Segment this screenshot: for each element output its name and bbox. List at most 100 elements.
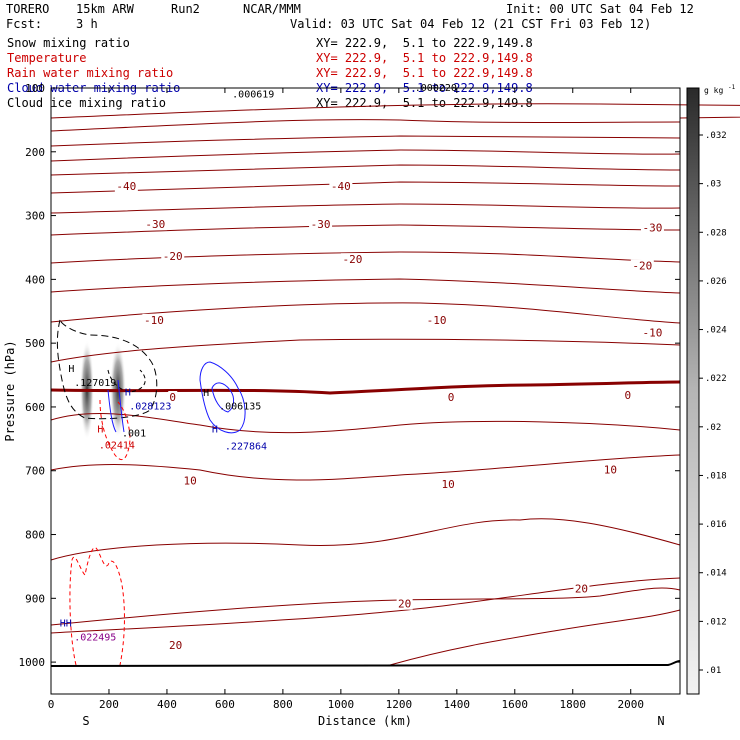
temperature-contour [50,278,681,294]
colorbar-unit: g kg [704,86,723,95]
temperature-contours [50,103,740,666]
temperature-labels: -40 -40 -30 -30 -30 -20 -20 -20 -10 -10 -10 0 0 0 10 10… [114,179,664,652]
cloud-ice-contour [107,369,146,393]
temperature-label: 10 [184,475,197,488]
temperature-contour [50,251,681,264]
temperature-contour [50,135,681,147]
temperature-label-bg [640,326,664,339]
field-xy: XY= 222.9, 5.1 to 222.9,149.8 [316,66,533,80]
extremum-label: .006135 [219,401,261,412]
temperature-contour [50,119,681,132]
y-tick-label: 500 [25,337,45,350]
temperature-label-bg [309,218,333,231]
temperature-label-bg [440,477,457,490]
y-tick-label: 1000 [19,656,46,669]
temperature-label-bg [161,250,185,263]
x-tick-label: 1200 [386,698,413,711]
temperature-label: 0 [625,389,632,402]
temperature-label-bg [602,463,619,476]
field-name: Temperature [7,51,87,65]
temperature-label: -30 [145,218,165,231]
x-tick-label: 0 [48,698,55,711]
temperature-label-bg [114,179,138,192]
colorbar-tick-label: .032 [705,131,727,141]
temperature-label: -10 [643,327,663,340]
temperature-label-bg [167,639,184,652]
y-tick-label: 300 [25,210,45,223]
temperature-contour [50,518,681,561]
x-axis-title: Distance (km) [318,714,412,728]
temperature-contour [50,413,681,434]
x-tick-label: 2000 [617,698,644,711]
colorbar-tick-label: .01 [705,666,721,676]
run-name: Run2 [171,2,200,16]
extremum-label: .02414 [99,440,135,451]
y-axis-title: Pressure (hPa) [3,340,17,441]
temperature-label-bg [142,313,166,326]
cloud-water-contour [211,382,235,413]
rain-water-contour [99,399,131,460]
endpoint-left: S [82,714,89,728]
temperature-label: -20 [163,250,183,263]
temperature-label: 0 [448,391,455,404]
endpoint-right: N [657,714,664,728]
temperature-label: -20 [343,253,363,266]
y-tick-label: 800 [25,529,45,542]
temperature-label-bg [143,218,167,231]
colorbar-ticks: .01 .012 .014 .016 .018 .02 .022 .024 .026 .028 .0… [699,131,727,676]
valid-time: Valid: 03 UTC Sat 04 Feb 12 (21 CST Fri … [290,17,652,31]
temperature-contour [50,302,681,324]
cloud-water-contour [199,361,246,434]
temperature-label-bg [182,474,199,487]
temperature-contour [50,103,740,119]
extremum-label: .000220 [415,83,457,94]
x-tick-label: 600 [215,698,235,711]
x-tick-label: 800 [273,698,293,711]
init-time: Init: 00 UTC Sat 04 Feb 12 [506,2,694,16]
extremum-label: HH [60,618,72,629]
colorbar-tick-label: .012 [705,617,727,627]
model-name: TORERO [6,2,50,16]
y-tick-label: 400 [25,273,45,286]
temperature-label: -10 [144,314,164,327]
x-axis: 0 200 400 600 800 1000 1200 1400 1600 1800 2000 [48,88,644,711]
temperature-contour [50,577,681,634]
temperature-label-bg [396,597,413,610]
rain-water-contour [69,547,125,666]
temperature-label-bg [623,389,633,402]
temperature-label-bg [573,582,590,595]
field-name: Cloud ice mixing ratio [7,96,166,110]
extremum-label: H [97,424,103,435]
field-name: Snow mixing ratio [7,36,130,50]
colorbar-tick-label: .02 [705,423,721,433]
surface-line [50,660,681,667]
temperature-label: 10 [604,464,617,477]
temperature-contour [50,338,681,363]
extremum-label: .022495 [74,632,116,643]
extremum-label: H [212,424,218,435]
temperature-zero-isotherm [50,380,681,395]
temperature-contour [50,454,681,481]
x-tick-label: 200 [99,698,119,711]
x-tick-label: 1000 [328,698,355,711]
y-tick-label: 600 [25,401,45,414]
organization: NCAR/MMM [243,2,301,16]
field-xy: XY= 222.9, 5.1 to 222.9,149.8 [316,51,533,65]
extremum-label: .127019 [74,378,116,389]
cloud-water-contour [107,379,125,433]
colorbar [686,87,700,695]
colorbar-tick-label: .026 [705,277,727,287]
x-tick-label: 400 [157,698,177,711]
temperature-label: -40 [331,180,351,193]
cloud-ice-contour [56,318,158,420]
forecast-hours: 3 h [76,17,98,31]
temperature-contour [50,164,681,176]
extremum-label: H [68,364,74,375]
temperature-label: -10 [427,314,447,327]
field-name: Rain water mixing ratio [7,66,174,80]
y-tick-label: 100 [25,82,45,95]
temperature-contour [50,203,681,214]
x-tick-label: 1400 [444,698,471,711]
colorbar-tick-label: .016 [705,520,727,530]
